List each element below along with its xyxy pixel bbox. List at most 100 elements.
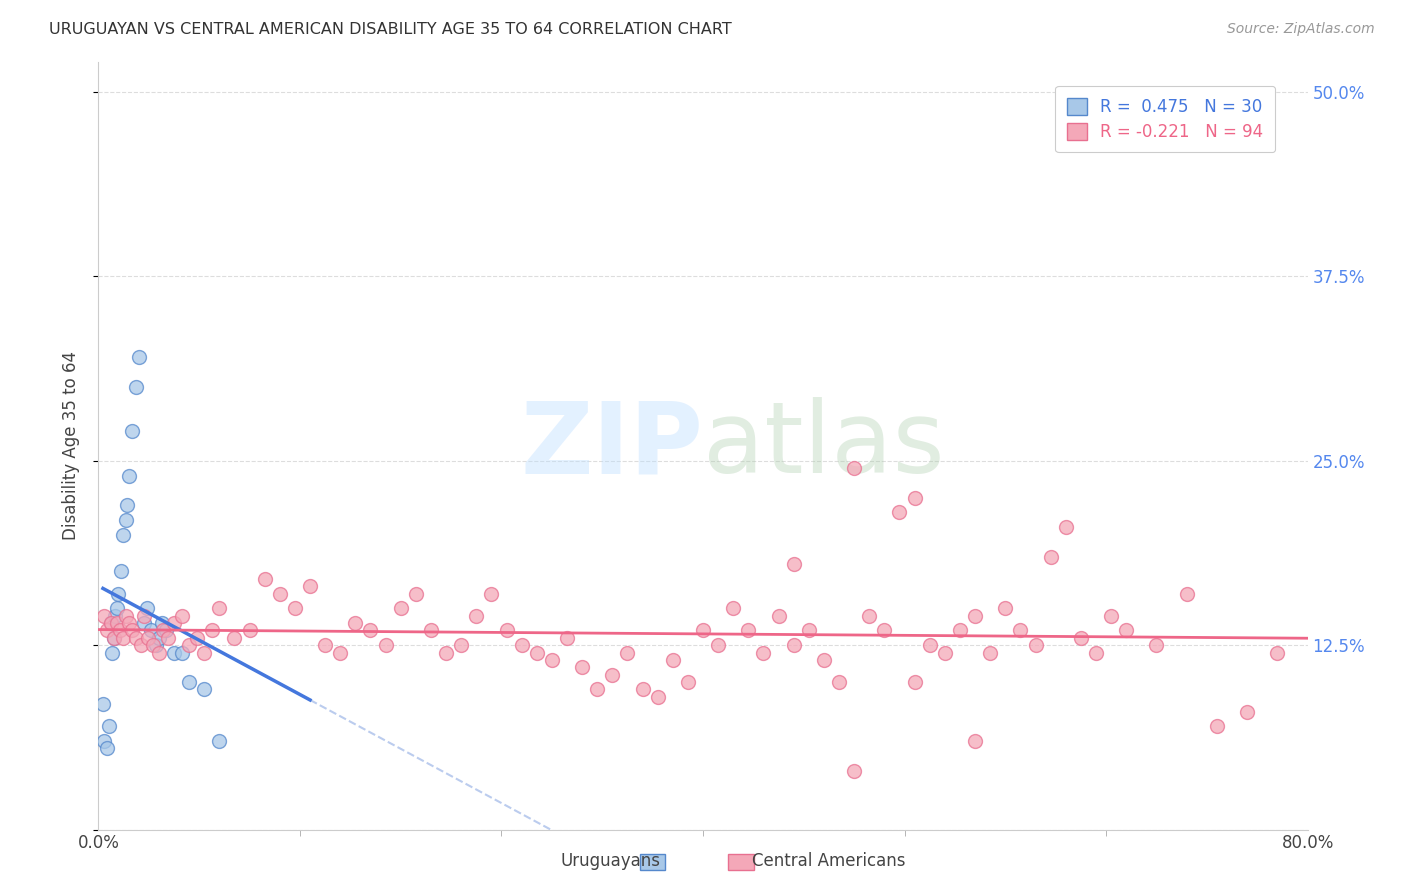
Point: [571, 660, 593, 674]
Point: [156, 631, 179, 645]
Point: [150, 615, 173, 630]
Point: [1236, 705, 1258, 719]
Point: [344, 615, 367, 630]
Point: [692, 624, 714, 638]
Point: [239, 624, 262, 638]
Point: [1010, 624, 1032, 638]
Text: URUGUAYAN VS CENTRAL AMERICAN DISABILITY AGE 35 TO 64 CORRELATION CHART: URUGUAYAN VS CENTRAL AMERICAN DISABILITY…: [49, 22, 733, 37]
Point: [132, 615, 155, 630]
Point: [783, 638, 806, 652]
Point: [676, 675, 699, 690]
Point: [965, 608, 987, 623]
Point: [661, 653, 683, 667]
Point: [873, 624, 896, 638]
Point: [101, 646, 124, 660]
Point: [179, 675, 201, 690]
Point: [98, 719, 121, 733]
Point: [420, 624, 443, 638]
Point: [142, 638, 165, 652]
Point: [647, 690, 669, 704]
Point: [96, 624, 118, 638]
Point: [994, 601, 1017, 615]
Point: [145, 638, 167, 652]
Point: [170, 646, 193, 660]
Point: [163, 646, 186, 660]
Point: [586, 682, 609, 697]
Point: [797, 624, 820, 638]
Point: [555, 631, 578, 645]
Point: [128, 351, 150, 365]
Text: Uruguayans: Uruguayans: [561, 852, 661, 870]
Point: [616, 646, 638, 660]
Point: [107, 586, 129, 600]
Point: [114, 608, 136, 623]
Point: [904, 491, 927, 505]
Point: [844, 461, 866, 475]
Point: [179, 638, 201, 652]
Point: [965, 734, 987, 748]
Point: [193, 682, 215, 697]
Point: [118, 468, 141, 483]
Point: [828, 675, 851, 690]
Point: [186, 631, 208, 645]
Point: [93, 734, 115, 748]
Point: [208, 734, 231, 748]
Point: [450, 638, 472, 652]
Point: [208, 601, 231, 615]
Text: Central Americans: Central Americans: [752, 852, 905, 870]
Point: [465, 608, 488, 623]
Point: [132, 608, 155, 623]
Point: [752, 646, 775, 660]
Text: atlas: atlas: [703, 398, 945, 494]
Point: [115, 498, 138, 512]
Point: [135, 601, 157, 615]
Point: [125, 631, 148, 645]
Point: [91, 697, 114, 711]
Legend: R =  0.475   N = 30, R = -0.221   N = 94: R = 0.475 N = 30, R = -0.221 N = 94: [1056, 87, 1275, 153]
Point: [170, 608, 193, 623]
Point: [360, 624, 382, 638]
Point: [389, 601, 412, 615]
Point: [121, 424, 143, 438]
Point: [1054, 520, 1077, 534]
Point: [723, 601, 745, 615]
Point: [152, 624, 174, 638]
Text: ZIP: ZIP: [520, 398, 703, 494]
Point: [111, 527, 134, 541]
Point: [844, 764, 866, 778]
Point: [269, 586, 291, 600]
Point: [103, 631, 125, 645]
Point: [904, 675, 927, 690]
Point: [121, 624, 143, 638]
Point: [155, 624, 177, 638]
Point: [148, 631, 170, 645]
Point: [1175, 586, 1198, 600]
Point: [1267, 646, 1289, 660]
Point: [118, 615, 141, 630]
Text: Source: ZipAtlas.com: Source: ZipAtlas.com: [1227, 22, 1375, 37]
Point: [813, 653, 835, 667]
Point: [148, 646, 170, 660]
Point: [510, 638, 533, 652]
Point: [602, 667, 624, 681]
Point: [96, 741, 118, 756]
Point: [253, 572, 276, 586]
Point: [1099, 608, 1122, 623]
Point: [201, 624, 224, 638]
Point: [858, 608, 880, 623]
Point: [481, 586, 503, 600]
Point: [1206, 719, 1229, 733]
Point: [495, 624, 517, 638]
Point: [100, 615, 122, 630]
Point: [141, 624, 163, 638]
Point: [329, 646, 352, 660]
Point: [136, 631, 159, 645]
Point: [103, 631, 125, 645]
Point: [631, 682, 654, 697]
Point: [768, 608, 790, 623]
Point: [1115, 624, 1137, 638]
Point: [129, 638, 152, 652]
Point: [1085, 646, 1108, 660]
Y-axis label: Disability Age 35 to 64: Disability Age 35 to 64: [62, 351, 80, 541]
Point: [314, 638, 336, 652]
